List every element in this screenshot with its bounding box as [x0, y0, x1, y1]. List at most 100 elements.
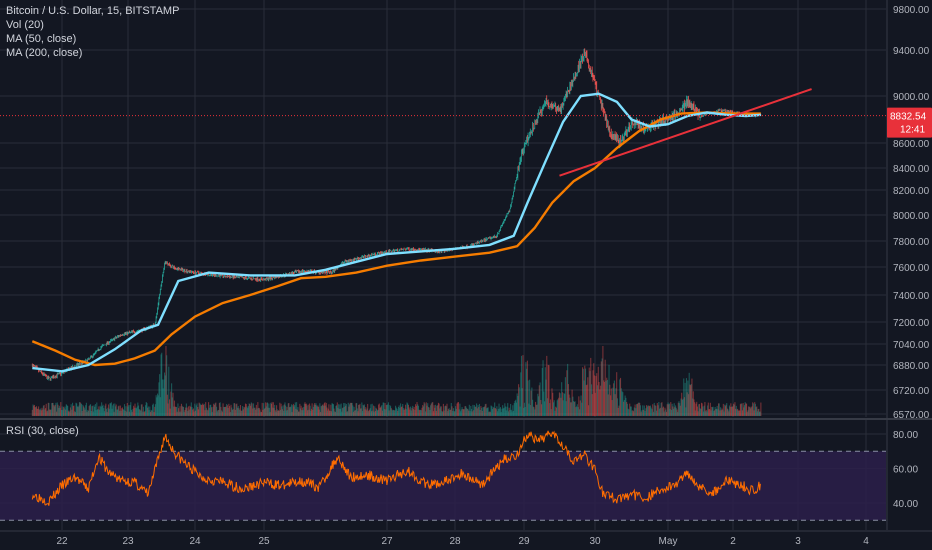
volume-bar	[234, 409, 236, 416]
volume-bar	[727, 409, 729, 416]
volume-bar	[538, 385, 540, 416]
volume-bar	[610, 395, 612, 416]
volume-bar	[318, 406, 320, 416]
volume-bar	[40, 410, 42, 416]
volume-bar	[496, 406, 498, 416]
volume-bar	[76, 403, 78, 416]
volume-bar	[198, 402, 200, 416]
volume-bar	[510, 403, 512, 416]
time-tick-label: May	[659, 536, 678, 547]
volume-bar	[617, 407, 619, 416]
volume-bar	[566, 370, 568, 416]
volume-bar	[663, 411, 665, 416]
volume-bar	[489, 411, 491, 416]
volume-bar	[381, 405, 383, 416]
volume-bar	[161, 352, 163, 416]
volume-bar	[355, 403, 357, 416]
volume-bar	[142, 406, 145, 416]
volume-bar	[248, 403, 250, 416]
rsi-axis[interactable]: 40.00 60.00 80.00	[893, 430, 918, 510]
volume-bar	[262, 409, 264, 416]
volume-bar	[224, 407, 226, 416]
volume-bar	[390, 406, 392, 416]
volume-bar	[419, 410, 421, 416]
volume-bar	[421, 407, 423, 416]
volume-bar	[326, 407, 328, 416]
volume-bar	[609, 384, 611, 416]
volume-bar	[658, 402, 660, 416]
volume-bar	[310, 408, 313, 416]
volume-bar	[87, 409, 89, 416]
volume-bar	[256, 408, 258, 416]
volume-bar	[238, 408, 240, 416]
volume-bar	[387, 402, 389, 416]
volume-bar	[190, 402, 192, 416]
main-legend: Bitcoin / U.S. Dollar, 15, BITSTAMP Vol …	[6, 4, 179, 60]
volume-bar	[432, 411, 434, 416]
volume-bar	[654, 405, 656, 416]
volume-bar	[135, 408, 137, 416]
volume-bar	[156, 397, 158, 416]
volume-bar	[71, 409, 73, 416]
volume-bar	[136, 406, 138, 416]
volume-bar	[573, 401, 575, 416]
price-tick-label: 7200.00	[893, 318, 930, 329]
volume-bar	[694, 402, 696, 416]
volume-bar	[124, 410, 126, 416]
volume-bar	[407, 403, 409, 416]
rsi-title[interactable]: RSI (30, close)	[6, 425, 79, 437]
volume-bar	[410, 406, 412, 416]
volume-bar	[399, 407, 401, 416]
indicator-ma200[interactable]: MA (200, close)	[6, 47, 83, 59]
volume-bar	[123, 404, 126, 416]
indicator-ma50[interactable]: MA (50, close)	[6, 33, 77, 45]
volume-bar	[640, 411, 642, 416]
volume-bar	[76, 406, 78, 416]
volume-bar	[273, 408, 275, 416]
volume-bar	[400, 403, 402, 416]
volume-bar	[436, 405, 438, 416]
volume-bar	[665, 409, 667, 416]
volume-bar	[670, 410, 673, 416]
volume-bar	[327, 410, 329, 416]
volume-bar	[132, 408, 134, 416]
symbol-title[interactable]: Bitcoin / U.S. Dollar, 15, BITSTAMP	[6, 5, 180, 17]
volume-bar	[192, 408, 194, 416]
volume-bar	[288, 407, 291, 416]
trendline[interactable]	[559, 88, 812, 177]
price-axis[interactable]: 6570.00 6720.00 6880.00 7040.00 7200.00 7400.…	[893, 5, 930, 421]
volume-bar	[49, 409, 51, 416]
volume-bar	[623, 400, 625, 416]
volume-bar	[276, 405, 278, 416]
volume-bar	[507, 403, 509, 416]
volume-bar	[392, 409, 394, 416]
indicator-vol[interactable]: Vol (20)	[6, 19, 44, 31]
volume-bar	[409, 409, 411, 416]
volume-bar	[542, 360, 544, 416]
volume-bar	[437, 405, 439, 416]
volume-bar	[515, 399, 517, 416]
volume-bar	[185, 407, 187, 416]
volume-bar	[681, 399, 683, 416]
volume-bar	[154, 406, 156, 416]
volume-bar	[402, 408, 404, 416]
volume-bar	[103, 411, 105, 416]
volume-bar	[462, 409, 465, 416]
volume-bar	[212, 406, 214, 416]
price-tick-label: 8400.00	[893, 164, 930, 175]
volume-bar	[596, 385, 599, 416]
volume-bar	[98, 406, 100, 416]
volume-bar	[80, 403, 82, 416]
volume-bar	[345, 403, 347, 416]
volume-bar	[756, 406, 758, 416]
time-axis[interactable]: 22 23 24 25 27 28 29 30 May 2 3 4	[56, 536, 869, 547]
volume-bar	[356, 408, 358, 416]
volume-bar	[103, 408, 105, 416]
volume-bar	[633, 411, 635, 416]
volume-bar	[398, 405, 400, 416]
volume-bar	[49, 409, 51, 416]
volume-bar	[757, 408, 759, 416]
volume-bar	[54, 404, 56, 416]
volume-bar	[375, 407, 377, 416]
